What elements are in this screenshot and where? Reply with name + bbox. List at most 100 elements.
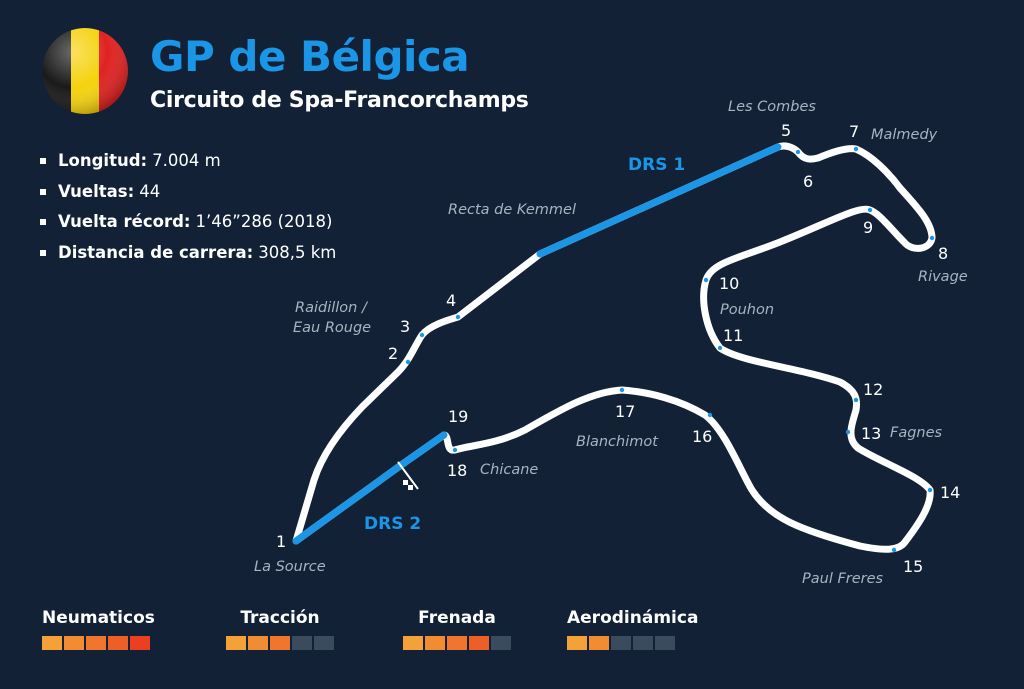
corner-name-rivage: Rivage bbox=[918, 269, 968, 285]
corner-name-chicane: Chicane bbox=[480, 462, 538, 478]
turn-number: 10 bbox=[719, 274, 739, 293]
drs-zone-1-line bbox=[536, 143, 782, 258]
rating-box-filled bbox=[567, 636, 587, 650]
rating-box-filled bbox=[130, 636, 150, 650]
corner-name-paul-freres: Paul Freres bbox=[802, 571, 884, 587]
rating-box-empty bbox=[491, 636, 511, 650]
stat-value: 7.004 m bbox=[152, 151, 221, 171]
stat-laps: Vueltas: 44 bbox=[40, 177, 336, 208]
rating-box-empty bbox=[292, 636, 312, 650]
turn-marker-dot bbox=[795, 149, 801, 155]
rating-label: Tracción bbox=[240, 608, 320, 628]
turn-marker-dot bbox=[405, 359, 411, 365]
rating-box-filled bbox=[64, 636, 84, 650]
rating-box-filled bbox=[42, 636, 62, 650]
circuit-name: Circuito de Spa-Francorchamps bbox=[150, 88, 529, 113]
rating-frenada: Frenada bbox=[403, 608, 511, 650]
stat-lap-record: Vuelta récord: 1’46”286 (2018) bbox=[40, 207, 336, 238]
turn-marker-dot bbox=[419, 332, 425, 338]
drs-zone-2-label: DRS 2 bbox=[364, 514, 421, 534]
corner-name-la-source: La Source bbox=[254, 559, 326, 575]
bullet-icon bbox=[40, 219, 46, 226]
bullet-icon bbox=[40, 158, 46, 165]
turn-marker-dot bbox=[929, 235, 935, 241]
bullet-icon bbox=[40, 250, 46, 257]
corner-names: La Source Raidillon / Eau Rouge Recta de… bbox=[254, 99, 968, 587]
stat-value: 1’46”286 (2018) bbox=[195, 212, 333, 232]
start-finish-flag-icon bbox=[397, 461, 419, 490]
turn-number: 14 bbox=[940, 483, 960, 502]
drs-zone-2-line bbox=[292, 431, 448, 545]
stat-label: Longitud: bbox=[58, 151, 148, 171]
turn-marker-dot bbox=[853, 146, 859, 152]
turn-marker-dot bbox=[845, 429, 851, 435]
stat-value: 308,5 km bbox=[258, 243, 337, 263]
corner-name-eau-rouge: Eau Rouge bbox=[293, 320, 371, 336]
turn-number: 16 bbox=[692, 427, 712, 446]
turn-number: 6 bbox=[803, 172, 813, 191]
rating-box-filled bbox=[589, 636, 609, 650]
rating-aerodinamica: Aerodinámica bbox=[567, 608, 698, 650]
rating-box-filled bbox=[226, 636, 246, 650]
rating-box-filled bbox=[248, 636, 268, 650]
turn-marker-dot bbox=[452, 447, 458, 453]
turn-number: 17 bbox=[615, 402, 635, 421]
bullet-icon bbox=[40, 188, 46, 195]
stat-label: Vueltas: bbox=[58, 181, 135, 201]
turn-number: 19 bbox=[448, 407, 468, 426]
turn-number: 11 bbox=[723, 326, 743, 345]
turn-marker-dot bbox=[293, 538, 299, 544]
turn-marker-dot bbox=[891, 547, 897, 553]
corner-name-blanchimot: Blanchimot bbox=[576, 434, 659, 450]
turn-number: 8 bbox=[938, 244, 948, 263]
circuit-stats-list: Longitud: 7.004 m Vueltas: 44 Vuelta récor… bbox=[40, 146, 336, 268]
rating-box-filled bbox=[403, 636, 423, 650]
turn-number: 2 bbox=[388, 344, 398, 363]
kemmel-straight-label: Recta de Kemmel bbox=[448, 202, 576, 218]
turn-numbers: 1 2 3 4 5 6 7 8 9 10 11 12 13 14 15 16 1… bbox=[276, 121, 960, 576]
rating-box-filled bbox=[447, 636, 467, 650]
rating-traccion: Tracción bbox=[226, 608, 334, 650]
turn-marker-dot bbox=[703, 277, 709, 283]
stat-label: Distancia de carrera: bbox=[58, 243, 254, 263]
turn-number: 18 bbox=[447, 461, 467, 480]
turn-number: 13 bbox=[861, 424, 881, 443]
drs-zone-1-label: DRS 1 bbox=[628, 155, 685, 175]
rating-label: Neumaticos bbox=[42, 608, 155, 628]
rating-box-empty bbox=[611, 636, 631, 650]
corner-name-raidillon: Raidillon / bbox=[295, 300, 369, 316]
turn-marker-dot bbox=[867, 207, 873, 213]
rating-bar bbox=[403, 636, 511, 650]
turn-number: 15 bbox=[903, 557, 923, 576]
rating-box-filled bbox=[108, 636, 128, 650]
turn-number: 1 bbox=[276, 532, 286, 551]
rating-label: Frenada bbox=[418, 608, 496, 628]
turn-number: 5 bbox=[781, 121, 791, 140]
rating-box-empty bbox=[655, 636, 675, 650]
turn-marker-dot bbox=[775, 144, 781, 150]
turn-marker-dot bbox=[455, 314, 461, 320]
stat-label: Vuelta récord: bbox=[58, 212, 191, 232]
turn-number: 4 bbox=[446, 291, 456, 310]
stat-race-distance: Distancia de carrera: 308,5 km bbox=[40, 238, 336, 269]
turn-markers bbox=[293, 144, 935, 553]
rating-box-filled bbox=[270, 636, 290, 650]
corner-name-les-combes: Les Combes bbox=[728, 99, 816, 115]
turn-marker-dot bbox=[717, 345, 723, 351]
rating-box-filled bbox=[86, 636, 106, 650]
stat-value: 44 bbox=[139, 181, 161, 201]
corner-name-pouhon: Pouhon bbox=[720, 302, 774, 318]
rating-box-filled bbox=[425, 636, 445, 650]
rating-box-filled bbox=[469, 636, 489, 650]
turn-number: 9 bbox=[863, 218, 873, 237]
rating-bar bbox=[226, 636, 334, 650]
turn-marker-dot bbox=[441, 432, 447, 438]
turn-marker-dot bbox=[927, 487, 933, 493]
rating-neumaticos: Neumaticos bbox=[42, 608, 155, 650]
turn-number: 7 bbox=[849, 122, 859, 141]
rating-box-empty bbox=[633, 636, 653, 650]
corner-name-malmedy: Malmedy bbox=[871, 127, 938, 143]
turn-number: 12 bbox=[863, 380, 883, 399]
belgium-flag-icon bbox=[42, 28, 128, 114]
